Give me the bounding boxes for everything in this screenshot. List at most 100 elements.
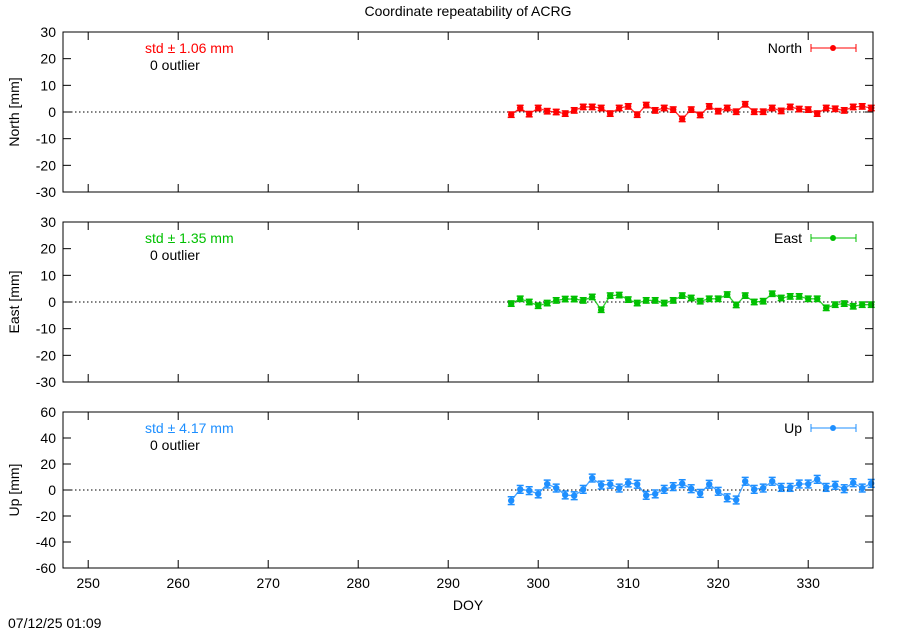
std-annotation: std ± 1.35 mm bbox=[145, 230, 234, 246]
point-marker bbox=[841, 485, 848, 492]
point-marker bbox=[634, 111, 641, 118]
point-marker bbox=[616, 291, 623, 299]
data-point bbox=[534, 489, 542, 499]
plot-frame bbox=[62, 31, 874, 193]
data-point bbox=[651, 106, 659, 114]
data-point bbox=[543, 299, 551, 307]
data-point bbox=[660, 299, 668, 307]
point-marker bbox=[589, 474, 596, 482]
data-point bbox=[849, 478, 857, 488]
x-tick-label: 300 bbox=[527, 575, 551, 591]
data-point bbox=[552, 108, 560, 116]
data-point bbox=[687, 106, 695, 114]
data-point bbox=[822, 482, 830, 493]
x-tick-label: 250 bbox=[77, 575, 101, 591]
point-marker bbox=[787, 484, 794, 491]
data-point bbox=[642, 296, 650, 304]
data-point bbox=[705, 479, 713, 489]
data-point bbox=[588, 293, 596, 301]
data-point bbox=[624, 296, 632, 304]
point-marker bbox=[652, 297, 659, 304]
panel-east: -30 -20 -10 0 10 20 30 East [mm] std ± 1.35 mm0 … bbox=[6, 214, 875, 390]
data-point bbox=[813, 474, 821, 484]
point-marker bbox=[787, 293, 794, 300]
point-marker bbox=[571, 492, 578, 499]
legend-marker bbox=[830, 425, 836, 431]
panel-north: -30 -20 -10 0 10 20 30 North [mm] std ± 1.06 mm0… bbox=[6, 24, 875, 200]
point-marker bbox=[823, 104, 830, 112]
data-point bbox=[543, 479, 551, 489]
legend: North bbox=[768, 40, 857, 56]
data-point bbox=[723, 291, 731, 298]
point-marker bbox=[742, 101, 749, 108]
data-point bbox=[714, 107, 722, 115]
point-marker bbox=[751, 486, 758, 493]
point-marker bbox=[589, 103, 596, 111]
point-marker bbox=[580, 297, 587, 304]
data-point bbox=[786, 103, 794, 111]
point-marker bbox=[823, 304, 830, 312]
point-marker bbox=[769, 290, 776, 297]
point-marker bbox=[706, 103, 713, 110]
point-marker bbox=[562, 110, 569, 117]
data-point bbox=[777, 107, 785, 115]
data-point bbox=[678, 478, 686, 489]
y-tick-label: 0 bbox=[48, 104, 56, 120]
data-point bbox=[507, 496, 515, 506]
data-point bbox=[669, 106, 677, 114]
legend: East bbox=[774, 230, 857, 246]
data-point bbox=[669, 481, 677, 492]
point-marker bbox=[814, 476, 821, 483]
point-marker bbox=[535, 490, 542, 498]
data-point bbox=[633, 299, 641, 307]
legend-marker bbox=[830, 45, 836, 51]
point-marker bbox=[796, 105, 803, 113]
point-marker bbox=[634, 299, 641, 307]
x-tick-label: 320 bbox=[707, 575, 731, 591]
point-marker bbox=[850, 479, 857, 486]
point-marker bbox=[670, 297, 677, 304]
plot-frame bbox=[62, 411, 874, 569]
data-point bbox=[741, 292, 749, 300]
data-point bbox=[822, 304, 830, 312]
point-marker bbox=[661, 486, 668, 493]
point-marker bbox=[796, 293, 803, 300]
point-marker bbox=[526, 110, 533, 118]
data-point bbox=[759, 297, 767, 305]
x-tick-label: 260 bbox=[167, 575, 191, 591]
point-marker bbox=[571, 107, 578, 114]
point-marker bbox=[796, 480, 803, 488]
point-marker bbox=[814, 295, 821, 302]
y-tick-label: 40 bbox=[40, 430, 56, 446]
data-point bbox=[741, 100, 749, 108]
point-marker bbox=[850, 303, 857, 310]
data-point bbox=[615, 483, 623, 493]
legend-label: Up bbox=[784, 420, 802, 436]
point-marker bbox=[823, 484, 830, 491]
y-axis-label: East [mm] bbox=[6, 270, 22, 333]
data-point bbox=[705, 295, 713, 303]
y-axis-label: Up [mm] bbox=[6, 464, 22, 517]
point-marker bbox=[589, 293, 596, 301]
x-axis-label: DOY bbox=[453, 597, 484, 613]
panel-up: -60 -40 -20 0 20 40 60 250 260 270 280 290 300 310 320… bbox=[6, 404, 875, 591]
data-point bbox=[525, 486, 533, 496]
data-point bbox=[795, 292, 803, 300]
point-marker bbox=[715, 488, 722, 495]
data-point bbox=[768, 476, 776, 486]
data-point bbox=[858, 483, 866, 493]
data-point bbox=[723, 104, 731, 112]
data-point bbox=[732, 108, 740, 116]
data-point bbox=[579, 296, 587, 304]
data-point bbox=[552, 296, 560, 304]
data-point bbox=[660, 484, 668, 494]
point-marker bbox=[805, 480, 812, 488]
data-point bbox=[597, 306, 605, 314]
point-marker bbox=[580, 103, 587, 111]
data-point bbox=[858, 102, 866, 110]
point-marker bbox=[607, 110, 614, 117]
point-marker bbox=[859, 301, 866, 308]
data-point bbox=[624, 102, 632, 110]
point-marker bbox=[778, 484, 785, 491]
y-tick-label: 30 bbox=[40, 214, 56, 230]
